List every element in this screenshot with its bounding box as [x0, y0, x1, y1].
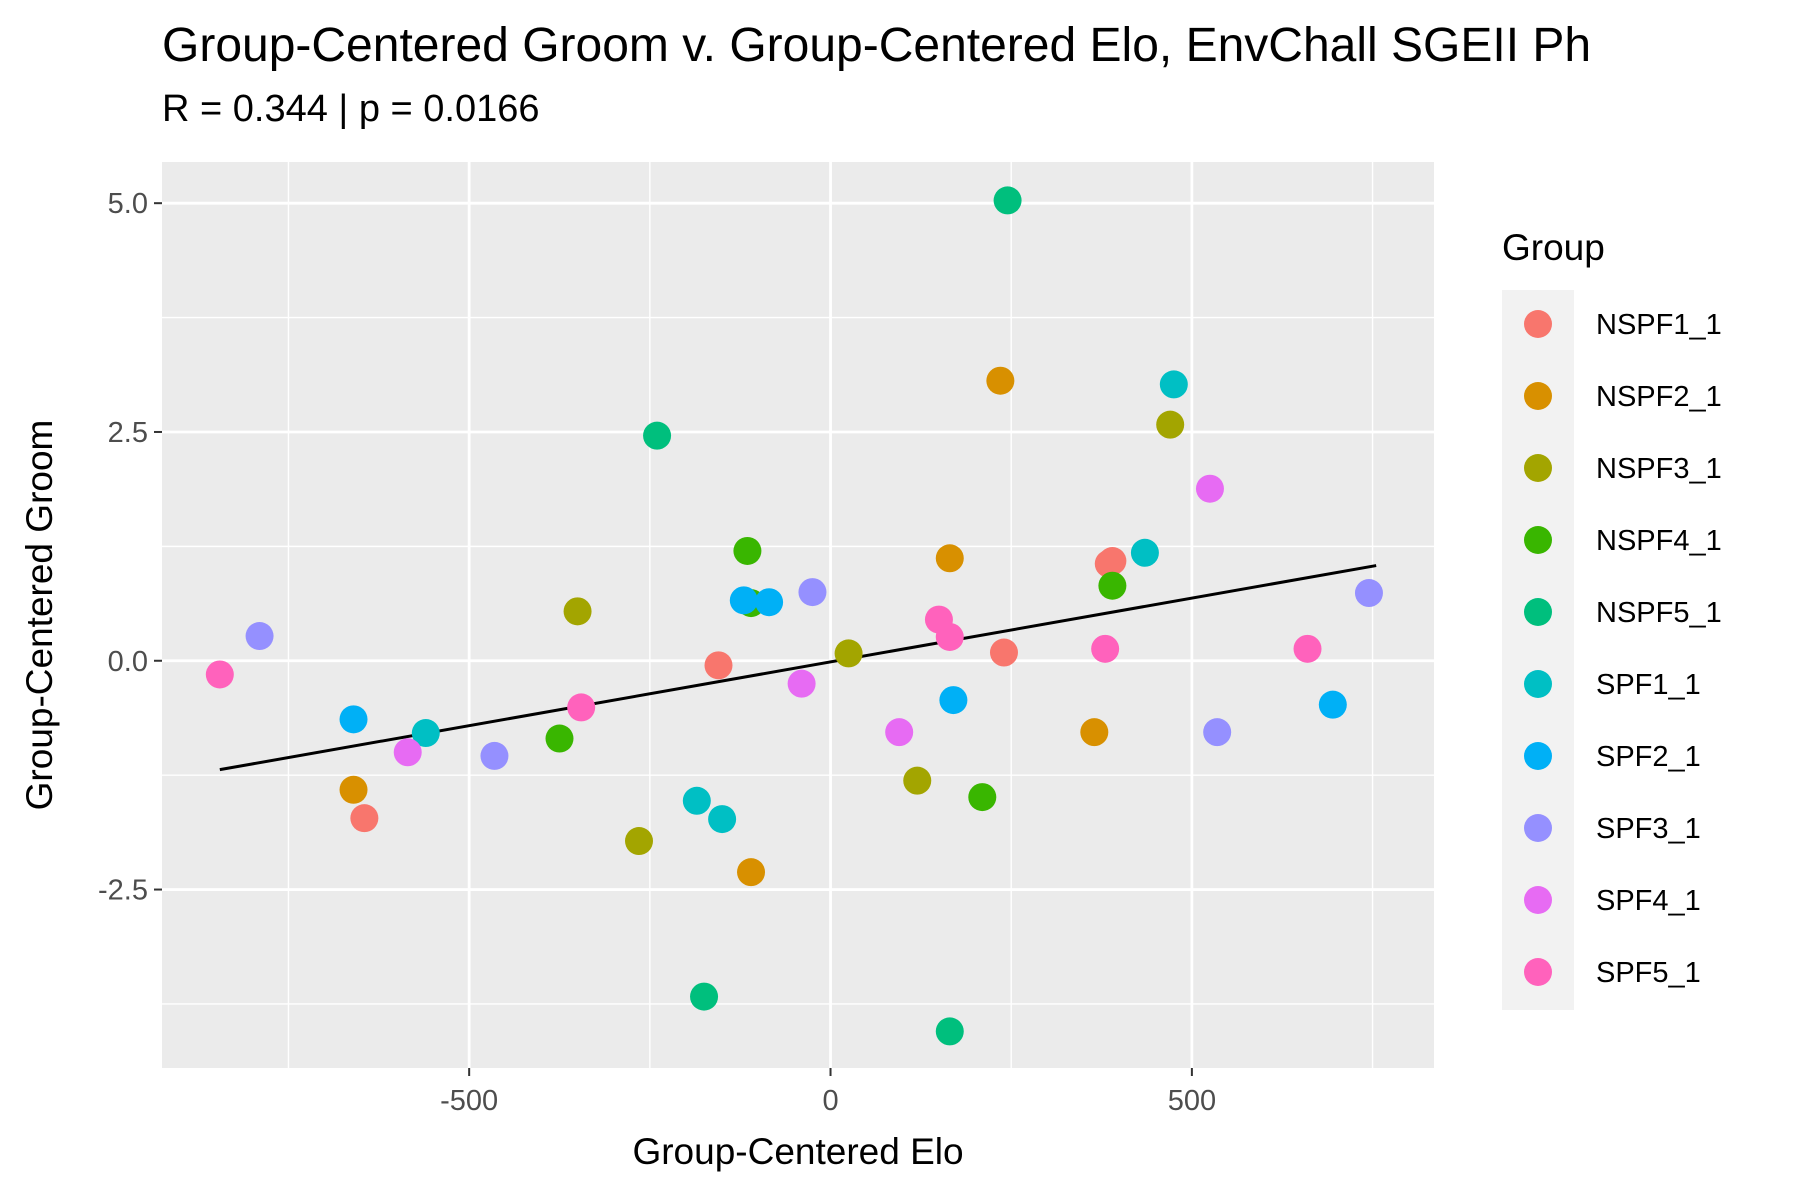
legend: Group NSPF1_1 NSPF2_1 NSPF3_1 NSPF4_1 NSPF5_… [1502, 227, 1722, 1010]
data-point [1080, 718, 1109, 747]
data-point [1354, 579, 1383, 608]
legend-swatch [1524, 742, 1552, 770]
data-point [682, 786, 711, 815]
x-tick-label: -500 [440, 1085, 498, 1117]
data-point [1156, 410, 1185, 439]
data-point [968, 783, 997, 812]
data-point [935, 1017, 964, 1046]
data-point [1091, 634, 1120, 663]
data-point [935, 622, 964, 651]
chart-title: Group-Centered Groom v. Group-Centered E… [162, 19, 1592, 72]
legend-entries: NSPF1_1 NSPF2_1 NSPF3_1 NSPF4_1 NSPF5_1 SPF1_… [1524, 309, 1722, 989]
data-point [1195, 474, 1224, 503]
legend-swatch [1524, 526, 1552, 554]
data-point [939, 686, 968, 715]
legend-label: SPF5_1 [1596, 957, 1701, 989]
data-point [729, 586, 758, 615]
legend-label: SPF1_1 [1596, 669, 1701, 701]
data-point [798, 578, 827, 607]
legend-swatch [1524, 598, 1552, 626]
data-point [1098, 571, 1127, 600]
data-point [350, 804, 379, 833]
data-point [205, 660, 234, 689]
data-point [885, 718, 914, 747]
data-point [733, 536, 762, 565]
legend-label: SPF3_1 [1596, 813, 1701, 845]
y-axis-title: Group-Centered Groom [19, 420, 60, 811]
data-point [834, 639, 863, 668]
y-tick-label: 0.0 [108, 646, 148, 678]
legend-title: Group [1502, 227, 1605, 268]
data-point [903, 766, 932, 795]
y-tick-label: -2.5 [98, 875, 148, 907]
data-point [935, 544, 964, 573]
data-point [480, 741, 509, 770]
data-point [737, 858, 766, 887]
data-point [625, 827, 653, 856]
data-point [1098, 547, 1127, 576]
data-point [563, 597, 592, 626]
legend-label: NSPF2_1 [1596, 381, 1722, 413]
data-point [339, 775, 368, 804]
legend-swatch [1524, 670, 1552, 698]
data-point [1203, 718, 1232, 747]
data-point [1318, 690, 1347, 719]
data-point [704, 651, 733, 680]
legend-label: SPF2_1 [1596, 741, 1701, 773]
data-point [1159, 370, 1188, 399]
data-point [1293, 634, 1322, 663]
data-point [545, 724, 574, 753]
y-tick-label: 5.0 [108, 188, 148, 220]
data-point [986, 366, 1015, 395]
data-point [245, 622, 274, 651]
data-point [690, 982, 719, 1011]
data-point [708, 805, 737, 834]
legend-swatch [1524, 886, 1552, 914]
data-point [787, 669, 816, 698]
x-tick-label: 0 [822, 1085, 838, 1117]
legend-label: SPF4_1 [1596, 885, 1701, 917]
legend-label: NSPF4_1 [1596, 525, 1722, 557]
data-point [993, 186, 1022, 215]
data-point [755, 588, 784, 617]
legend-label: NSPF5_1 [1596, 597, 1722, 629]
x-tick-label: 500 [1168, 1085, 1216, 1117]
grid-lines [162, 162, 1434, 1068]
data-point [989, 638, 1018, 667]
plot-panel [162, 162, 1434, 1068]
legend-swatch [1524, 454, 1552, 482]
data-point [339, 705, 368, 734]
data-point [1130, 538, 1159, 567]
data-point [393, 738, 422, 767]
data-points [205, 186, 1383, 1046]
legend-label: NSPF3_1 [1596, 453, 1722, 485]
legend-label: NSPF1_1 [1596, 309, 1722, 341]
legend-swatch [1524, 310, 1552, 338]
axes: -500 0 500 -2.5 0.0 2.5 5.0 [98, 188, 1216, 1117]
data-point [411, 719, 440, 748]
data-point [643, 421, 672, 450]
chart-subtitle: R = 0.344 | p = 0.0166 [162, 88, 540, 130]
legend-swatch [1524, 382, 1552, 410]
legend-swatch [1524, 958, 1552, 986]
x-axis-title: Group-Centered Elo [632, 1131, 963, 1172]
y-tick-label: 2.5 [108, 417, 148, 449]
data-point [567, 693, 596, 722]
legend-swatch [1524, 814, 1552, 842]
